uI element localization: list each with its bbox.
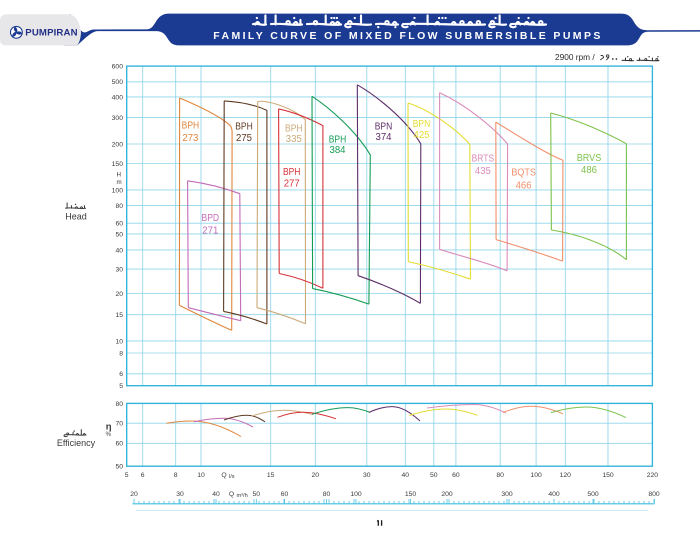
svg-text:60: 60 (281, 491, 289, 498)
svg-text:50: 50 (430, 472, 438, 479)
svg-text:BRTS: BRTS (472, 153, 495, 164)
svg-text:271: 271 (202, 226, 218, 237)
svg-text:220: 220 (647, 472, 659, 479)
svg-text:400: 400 (112, 94, 124, 101)
svg-text:100: 100 (530, 472, 542, 479)
svg-text:2900 rpm /: 2900 rpm / (555, 52, 595, 62)
svg-text:60: 60 (115, 221, 123, 228)
svg-text:500: 500 (112, 79, 124, 86)
svg-text:Q: Q (221, 472, 226, 479)
svg-text:8: 8 (119, 350, 123, 357)
svg-text:40: 40 (402, 472, 410, 479)
svg-text:50: 50 (253, 491, 261, 498)
svg-text:150: 150 (602, 472, 614, 479)
svg-text:10: 10 (197, 472, 205, 479)
svg-text:80: 80 (496, 472, 504, 479)
svg-text:m: m (117, 179, 122, 186)
svg-text:BPH: BPH (182, 120, 200, 131)
svg-text:BPH: BPH (329, 135, 347, 146)
svg-text:BRVS: BRVS (577, 153, 602, 164)
svg-text:BPN: BPN (413, 119, 431, 130)
svg-text:BPH: BPH (235, 121, 253, 132)
svg-text:5: 5 (119, 383, 123, 390)
svg-text:60: 60 (452, 472, 460, 479)
svg-text:384: 384 (330, 145, 346, 156)
svg-text:η: η (106, 422, 112, 433)
svg-text:275: 275 (236, 133, 252, 144)
svg-text:800: 800 (648, 491, 660, 498)
svg-text:100: 100 (112, 187, 124, 194)
svg-text:PUMPIRAN: PUMPIRAN (25, 28, 77, 39)
svg-text:80: 80 (115, 401, 123, 408)
svg-text:BPH: BPH (285, 124, 303, 135)
svg-text:200: 200 (112, 141, 124, 148)
svg-text:m³/h: m³/h (237, 493, 248, 499)
svg-text:20: 20 (312, 472, 320, 479)
svg-text:100: 100 (350, 491, 362, 498)
svg-text:10: 10 (115, 338, 123, 345)
svg-text:277: 277 (284, 179, 300, 190)
svg-text:%: % (106, 432, 112, 438)
svg-text:60: 60 (115, 441, 123, 448)
svg-text:335: 335 (286, 134, 302, 145)
svg-text:120: 120 (560, 472, 572, 479)
svg-text:486: 486 (581, 165, 597, 176)
svg-text:l/s: l/s (229, 474, 235, 480)
svg-text:Head: Head (65, 211, 87, 221)
svg-text:30: 30 (176, 491, 184, 498)
svg-text:15: 15 (115, 312, 123, 319)
svg-text:466: 466 (516, 180, 532, 191)
svg-text:150: 150 (112, 161, 124, 168)
svg-text:374: 374 (376, 132, 392, 143)
svg-text:50: 50 (115, 231, 123, 238)
svg-text:200: 200 (441, 491, 453, 498)
svg-text:Q: Q (229, 491, 234, 498)
svg-text:BPN: BPN (375, 122, 393, 133)
svg-text:6: 6 (119, 371, 123, 378)
svg-text:30: 30 (363, 472, 371, 479)
svg-text:70: 70 (115, 421, 123, 428)
svg-text:6: 6 (141, 472, 145, 479)
svg-text:30: 30 (115, 267, 123, 274)
svg-text:435: 435 (475, 166, 491, 177)
svg-text:BPD: BPD (202, 213, 220, 224)
svg-text:300: 300 (112, 115, 124, 122)
svg-text:5: 5 (125, 472, 129, 479)
svg-text:15: 15 (267, 472, 275, 479)
svg-text:20: 20 (130, 491, 138, 498)
svg-text:273: 273 (182, 133, 198, 144)
svg-text:80: 80 (115, 203, 123, 210)
svg-text:40: 40 (212, 491, 220, 498)
svg-text:H: H (117, 171, 121, 178)
svg-text:8: 8 (174, 472, 178, 479)
svg-text:FAMILY CURVE OF MIXED FLOW SUB: FAMILY CURVE OF MIXED FLOW SUBMERSIBLE P… (213, 30, 603, 42)
svg-text:425: 425 (414, 130, 430, 141)
svg-text:BPH: BPH (283, 167, 301, 178)
svg-text:Efficiency: Efficiency (57, 438, 96, 448)
svg-text:150: 150 (405, 491, 417, 498)
svg-text:40: 40 (115, 247, 123, 254)
svg-text:500: 500 (587, 491, 599, 498)
svg-text:300: 300 (501, 491, 513, 498)
svg-text:50: 50 (115, 464, 123, 471)
svg-text:400: 400 (548, 491, 560, 498)
svg-text:BQTS: BQTS (511, 168, 536, 179)
svg-text:20: 20 (115, 291, 123, 298)
svg-text:600: 600 (112, 64, 124, 71)
svg-text:80: 80 (323, 491, 331, 498)
